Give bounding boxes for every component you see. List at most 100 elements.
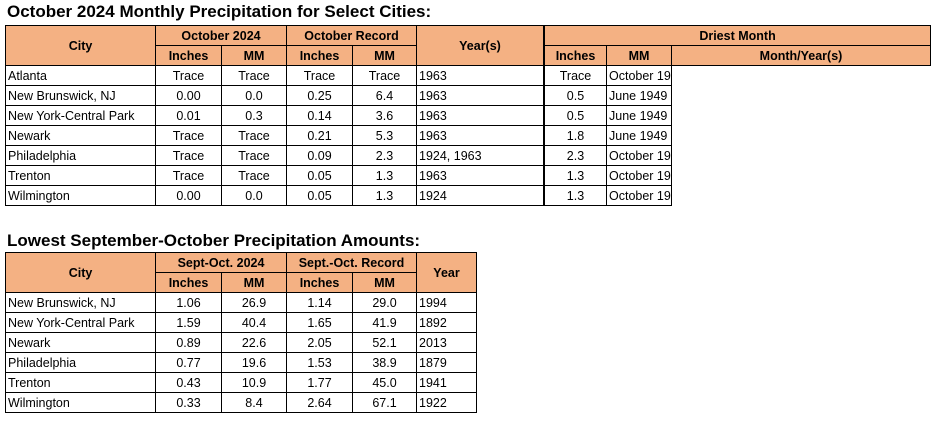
record-mm-cell: 41.9 <box>351 312 418 333</box>
city-cell: Newark <box>5 125 156 146</box>
sept-oct-2024-mm-cell: 19.6 <box>221 352 287 373</box>
city-cell: New Brunswick, NJ <box>5 85 156 106</box>
table-row: Wilmington0.000.00.051.319240.051.3Octob… <box>5 185 931 206</box>
driest-month-cell: June 1949 <box>606 125 672 146</box>
header-city: City <box>5 25 156 66</box>
record-mm-cell: 2.3 <box>352 145 417 166</box>
record-year-cell: 1922 <box>416 392 478 413</box>
sept-oct-2024-mm-cell: 26.9 <box>221 292 287 313</box>
header-years: Year(s) <box>416 25 544 66</box>
city-cell: Philadelphia <box>5 145 156 166</box>
table-row: New Brunswick, NJ 1.06 26.9 1.14 29.0 1994 <box>5 292 478 313</box>
header-driest-month: Driest Month <box>543 25 932 46</box>
table2-title: Lowest September-October Precipitation A… <box>7 231 421 250</box>
oct2024-inches-cell: Trace <box>155 65 222 86</box>
record-inches-cell: 1.14 <box>286 292 353 313</box>
header-october-record: October Record <box>286 25 417 46</box>
city-cell: Trenton <box>5 372 156 393</box>
record-years-cell: 1963 <box>416 85 544 106</box>
header-mm: MM <box>606 45 672 66</box>
oct2024-inches-cell: Trace <box>155 125 222 146</box>
table-row: AtlantaTraceTraceTraceTrace1963TraceTrac… <box>5 65 931 86</box>
header-city: City <box>5 252 156 293</box>
sept-oct-2024-mm-cell: 8.4 <box>221 392 287 413</box>
oct2024-mm-cell: 0.0 <box>221 185 287 206</box>
record-year-cell: 1994 <box>416 292 478 313</box>
oct2024-mm-cell: Trace <box>221 165 287 186</box>
record-mm-cell: 67.1 <box>351 392 418 413</box>
header-month-years: Month/Year(s) <box>670 45 932 66</box>
sept-oct-2024-inches-cell: 0.43 <box>155 372 222 393</box>
city-cell: New Brunswick, NJ <box>5 292 156 313</box>
record-inches-cell: Trace <box>286 65 353 86</box>
header-mm: MM <box>351 272 418 293</box>
sept-oct-2024-inches-cell: 1.06 <box>155 292 222 313</box>
record-mm-cell: 1.3 <box>352 165 417 186</box>
october-precip-table: City October 2024 October Record Year(s)… <box>5 25 932 206</box>
header-sept-oct-record: Sept.-Oct. Record <box>285 252 418 273</box>
driest-mm-cell: 1.3 <box>544 185 607 206</box>
record-inches-cell: 1.77 <box>286 372 353 393</box>
record-inches-cell: 1.53 <box>286 352 353 373</box>
record-mm-cell: 3.6 <box>352 105 417 126</box>
header-october-2024: October 2024 <box>155 25 287 46</box>
city-cell: New York-Central Park <box>5 312 156 333</box>
header-year: Year <box>416 252 478 293</box>
record-years-cell: 1963 <box>416 125 544 146</box>
driest-mm-cell: 0.5 <box>544 105 607 126</box>
oct2024-inches-cell: 0.00 <box>155 185 222 206</box>
city-cell: Atlanta <box>5 65 156 86</box>
header-sept-oct-2024: Sept-Oct. 2024 <box>155 252 287 273</box>
city-cell: Wilmington <box>5 392 156 413</box>
record-years-cell: 1963 <box>416 105 544 126</box>
header-mm: MM <box>221 45 287 66</box>
oct2024-mm-cell: 0.0 <box>221 85 287 106</box>
driest-mm-cell: Trace <box>544 65 607 86</box>
record-year-cell: 2013 <box>416 332 478 353</box>
record-inches-cell: 0.09 <box>286 145 353 166</box>
driest-month-cell: October 1963 <box>606 165 672 186</box>
record-mm-cell: 52.1 <box>351 332 418 353</box>
record-years-cell: 1963 <box>416 65 544 86</box>
oct2024-inches-cell: Trace <box>155 165 222 186</box>
record-mm-cell: 45.0 <box>351 372 418 393</box>
table-row: Newark 0.89 22.6 2.05 52.1 2013 <box>5 332 478 353</box>
record-years-cell: 1924, 1963 <box>416 145 544 166</box>
record-years-cell: 1924 <box>416 185 544 206</box>
record-year-cell: 1941 <box>416 372 478 393</box>
oct2024-inches-cell: Trace <box>155 145 222 166</box>
sept-oct-precip-table: City Sept-Oct. 2024 Sept.-Oct. Record Ye… <box>5 252 478 413</box>
city-cell: Newark <box>5 332 156 353</box>
header-inches: Inches <box>544 45 607 66</box>
record-inches-cell: 0.05 <box>286 185 353 206</box>
table-row: Trenton 0.43 10.9 1.77 45.0 1941 <box>5 372 478 393</box>
header-inches: Inches <box>286 45 353 66</box>
table-row: TrentonTraceTrace0.051.319630.051.3Octob… <box>5 165 931 186</box>
driest-month-cell: October 1924, October 1963 <box>606 145 672 166</box>
sept-oct-2024-inches-cell: 0.89 <box>155 332 222 353</box>
driest-month-cell: June 1949 <box>606 105 672 126</box>
record-mm-cell: 38.9 <box>351 352 418 373</box>
header-mm: MM <box>352 45 417 66</box>
oct2024-mm-cell: 0.3 <box>221 105 287 126</box>
record-mm-cell: 5.3 <box>352 125 417 146</box>
record-mm-cell: Trace <box>352 65 417 86</box>
table-row: New York-Central Park 1.59 40.4 1.65 41.9 189… <box>5 312 478 333</box>
table1-title: October 2024 Monthly Precipitation for S… <box>7 2 432 21</box>
driest-month-cell: June 1949 <box>606 85 672 106</box>
record-mm-cell: 6.4 <box>352 85 417 106</box>
record-years-cell: 1963 <box>416 165 544 186</box>
sept-oct-2024-inches-cell: 0.33 <box>155 392 222 413</box>
header-mm: MM <box>221 272 287 293</box>
sept-oct-2024-mm-cell: 22.6 <box>221 332 287 353</box>
driest-mm-cell: 2.3 <box>544 145 607 166</box>
city-cell: New York-Central Park <box>5 105 156 126</box>
record-year-cell: 1879 <box>416 352 478 373</box>
driest-mm-cell: 0.5 <box>544 85 607 106</box>
record-inches-cell: 0.21 <box>286 125 353 146</box>
driest-mm-cell: 1.3 <box>544 165 607 186</box>
header-inches: Inches <box>155 45 222 66</box>
table-row: New York-Central Park 0.01 0.3 0.14 3.6 1963 0… <box>5 105 931 126</box>
city-cell: Philadelphia <box>5 352 156 373</box>
